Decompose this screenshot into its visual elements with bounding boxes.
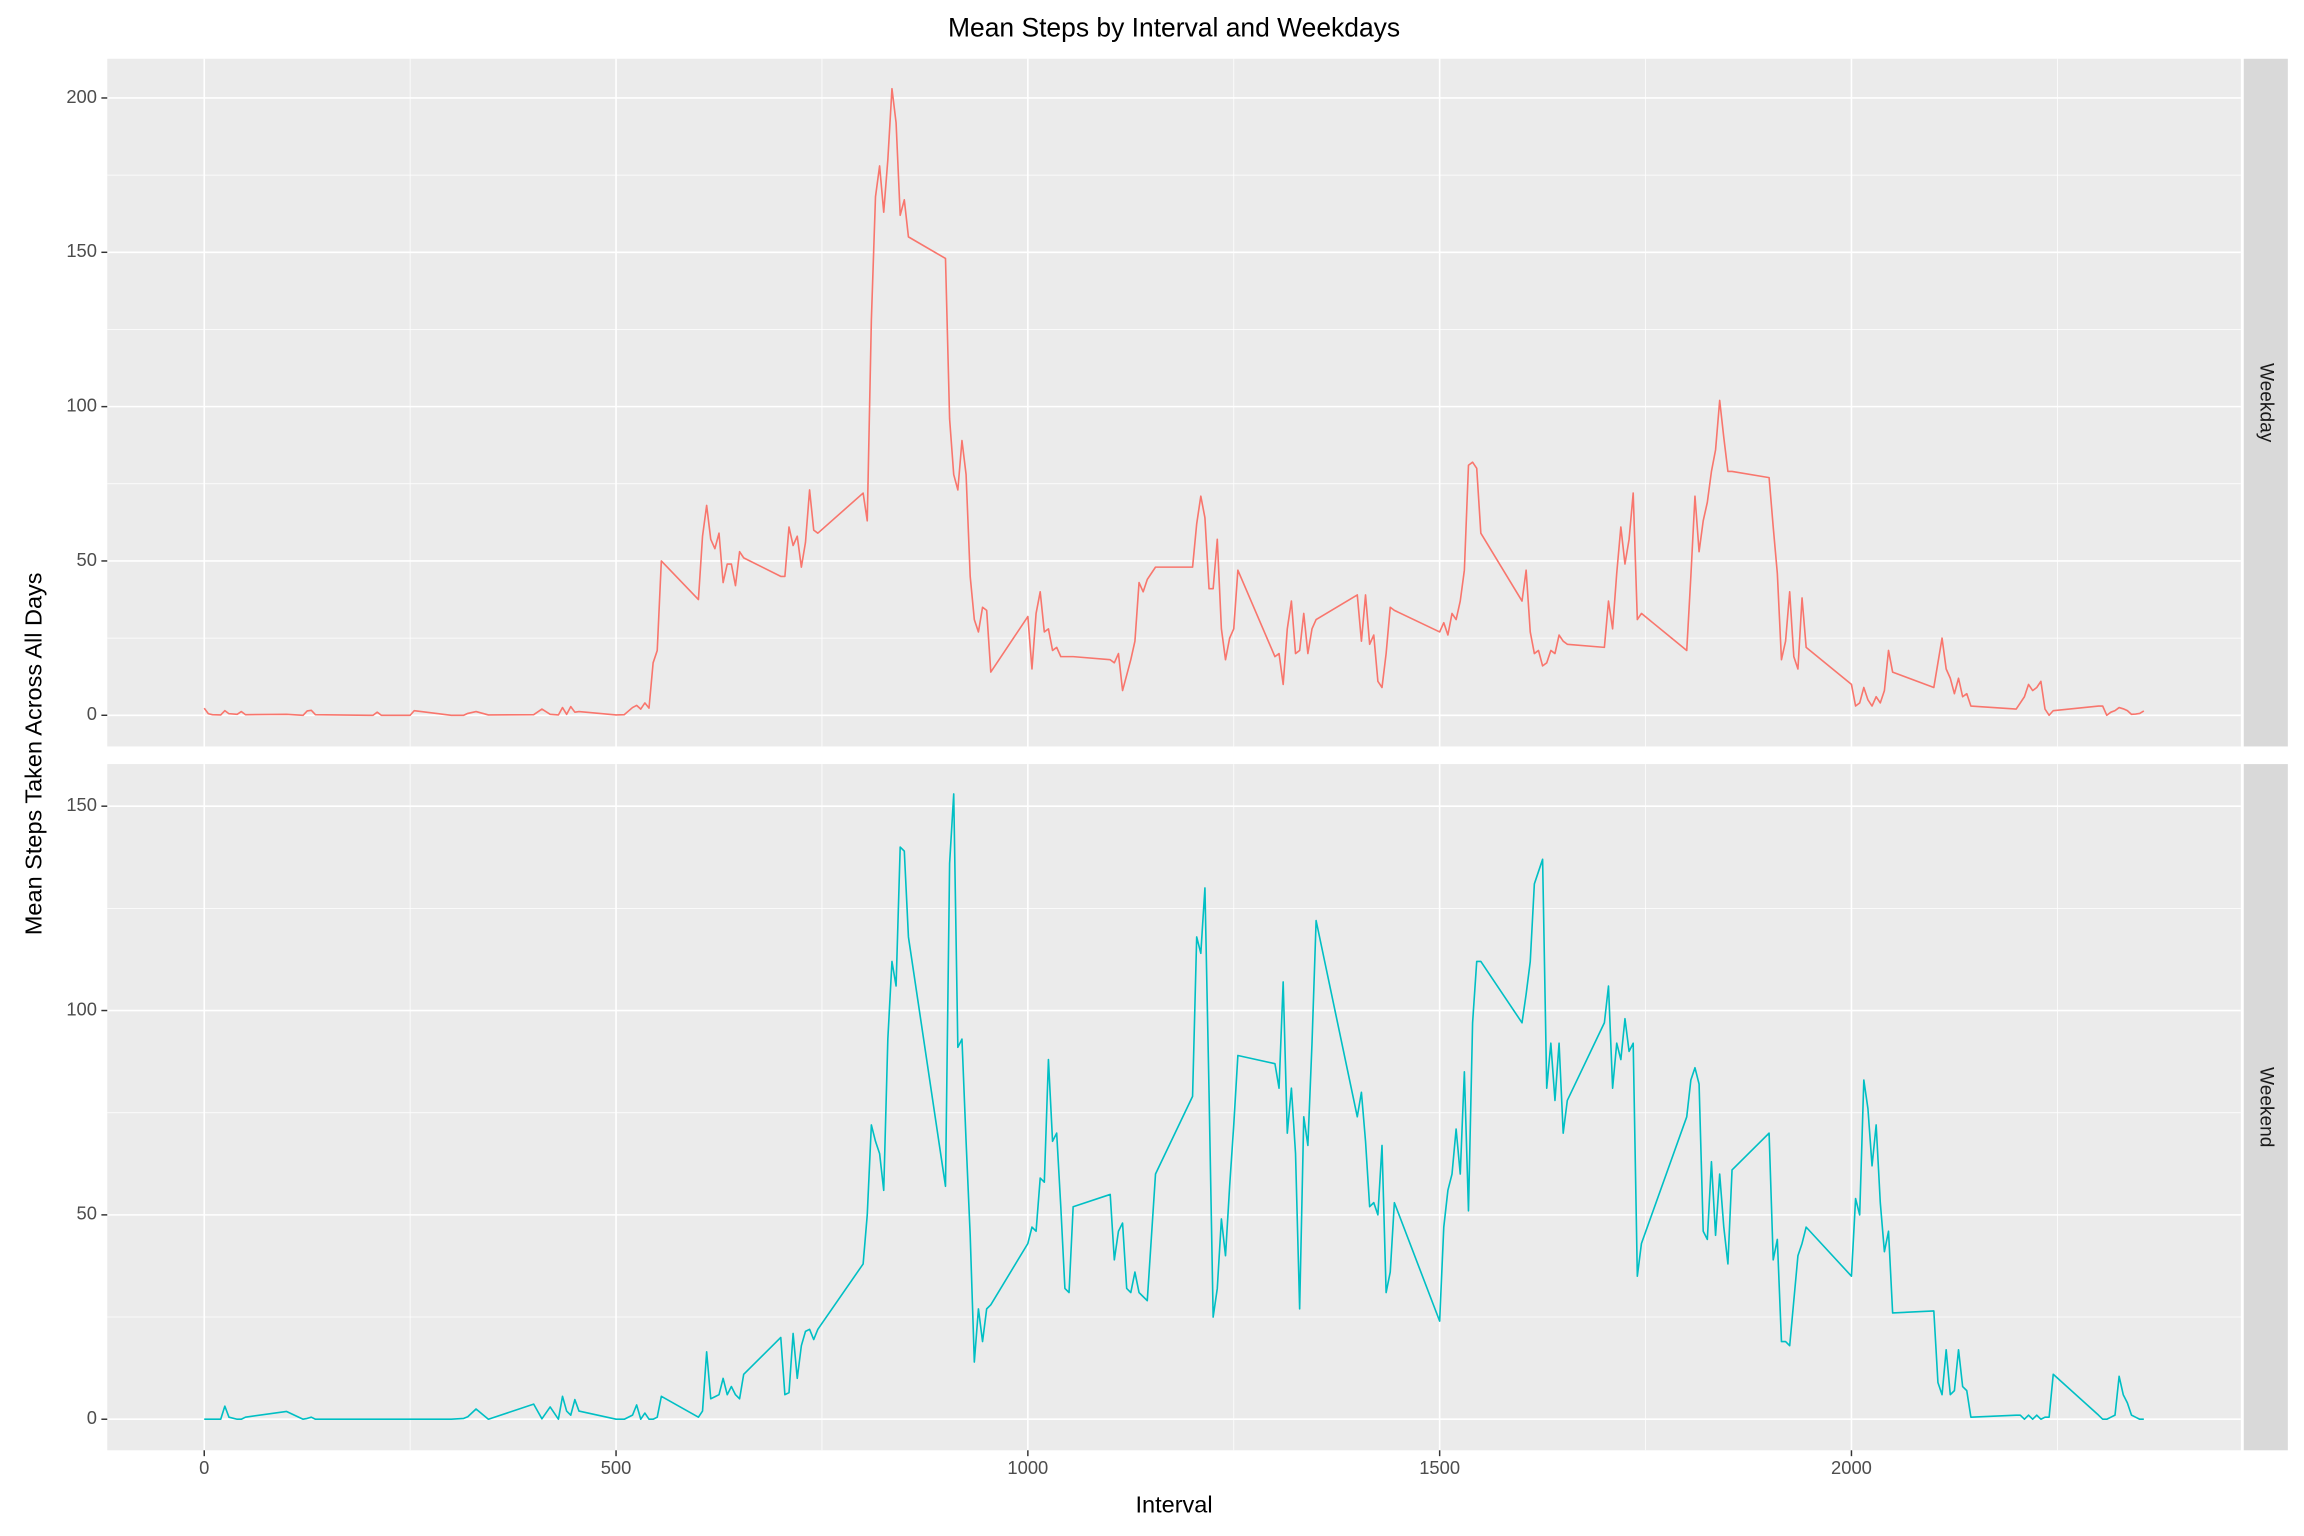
y-tick-label: 100 (66, 394, 97, 415)
x-tick-label: 0 (199, 1457, 209, 1478)
y-tick-label: 50 (77, 549, 97, 570)
facet-label: Weekday (2256, 363, 2277, 443)
y-tick-label: 0 (87, 1407, 97, 1428)
facet-label: Weekend (2256, 1067, 2277, 1147)
y-tick-label: 0 (87, 703, 97, 724)
y-tick-label: 150 (66, 240, 97, 261)
y-tick-label: 150 (66, 794, 97, 815)
facet-strip (2243, 764, 2288, 1451)
data-line (204, 793, 2144, 1421)
data-line (203, 87, 2145, 717)
chart-title: Mean Steps by Interval and Weekdays (948, 12, 1400, 42)
y-axis-title: Mean Steps Taken Across All Days (20, 572, 46, 935)
y-tick-label: 50 (77, 1203, 97, 1224)
panel-background (107, 58, 2241, 747)
x-axis-title: Interval (1136, 1491, 1213, 1517)
panel-background (107, 764, 2241, 1451)
x-tick-label: 1000 (1007, 1457, 1048, 1478)
x-tick-label: 2000 (1831, 1457, 1872, 1478)
y-tick-label: 200 (66, 86, 97, 107)
facet-strip (2243, 58, 2288, 747)
x-tick-label: 500 (601, 1457, 632, 1478)
y-tick-label: 100 (66, 998, 97, 1019)
x-tick-label: 1500 (1419, 1457, 1460, 1478)
